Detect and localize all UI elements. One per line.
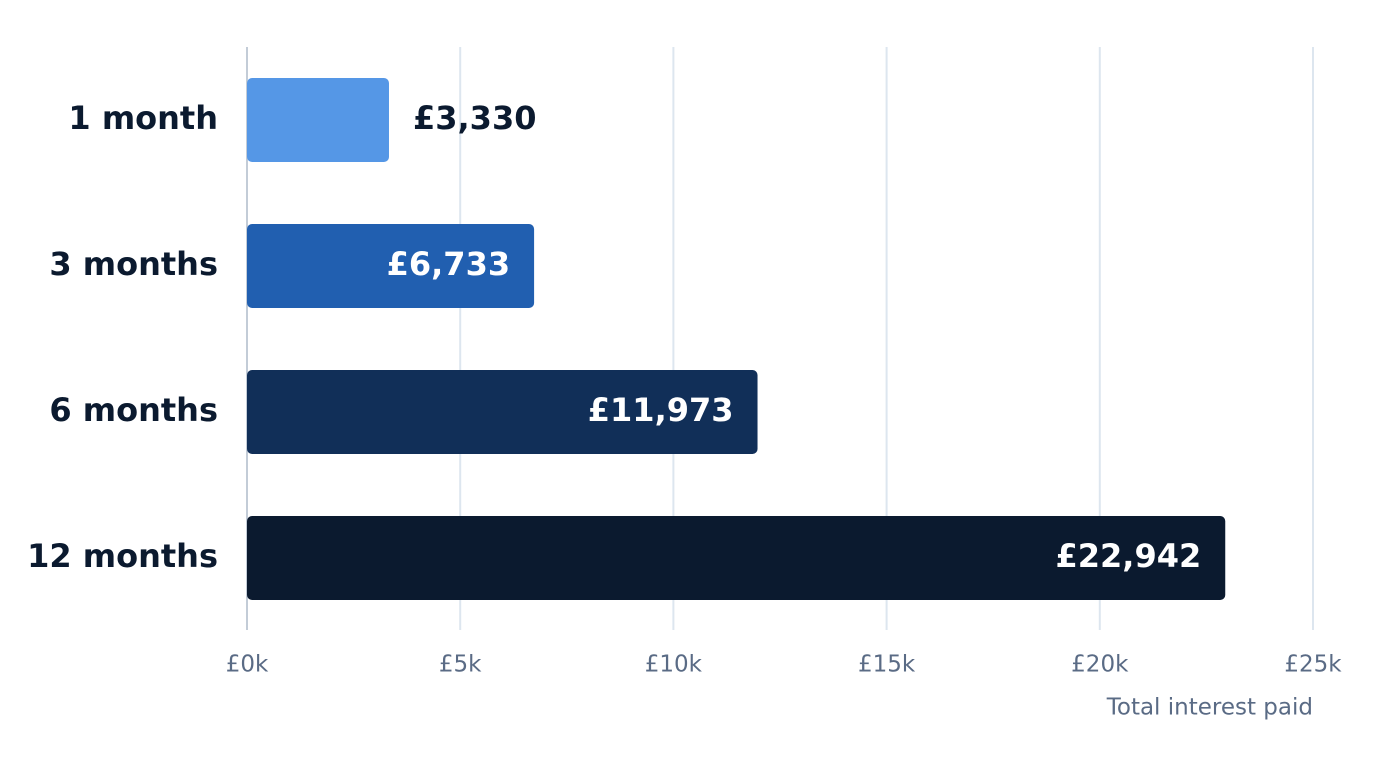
value-label: £3,330 (413, 99, 536, 137)
x-tick-label: £15k (858, 652, 916, 678)
x-tick-label: £0k (226, 652, 269, 678)
bar (247, 516, 1226, 600)
x-axis-title: Total interest paid (1106, 695, 1313, 721)
category-label: 3 months (49, 245, 218, 283)
category-label: 12 months (27, 537, 218, 575)
bar (247, 224, 535, 308)
x-tick-label: £10k (645, 652, 703, 678)
bar (247, 370, 758, 454)
value-label: £22,942 (1055, 537, 1201, 575)
value-label: £6,733 (387, 245, 510, 283)
x-tick-label: £25k (1284, 652, 1342, 678)
x-tick-label: £20k (1071, 652, 1129, 678)
bar (247, 78, 389, 162)
category-label: 1 month (68, 99, 218, 137)
value-label: £11,973 (588, 391, 734, 429)
x-tick-label: £5k (439, 652, 482, 678)
category-label: 6 months (49, 391, 218, 429)
